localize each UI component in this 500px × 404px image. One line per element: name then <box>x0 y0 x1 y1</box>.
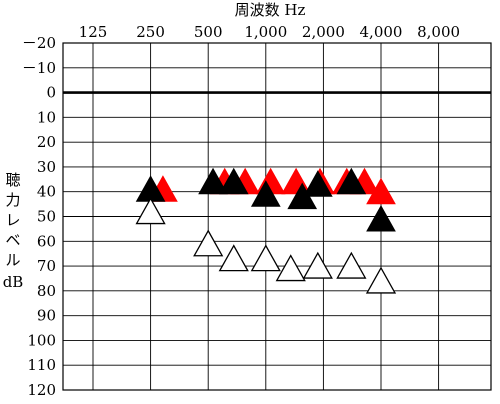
y-axis-title-char: レ <box>5 211 20 229</box>
series-2 <box>135 197 397 294</box>
y-axis-title-char: 聴 <box>5 171 20 189</box>
y-axis-title-char: ル <box>5 251 20 269</box>
y-tick-label: 90 <box>37 307 56 325</box>
x-tick-label: 500 <box>194 23 223 41</box>
y-tick-label: 120 <box>27 381 56 399</box>
y-axis-title-char: 力 <box>5 191 20 209</box>
filled-triangle-point <box>250 180 281 207</box>
y-tick-label: 80 <box>37 282 56 300</box>
y-axis-title-char: dB <box>3 273 24 291</box>
x-tick-label: 8,000 <box>417 23 460 41</box>
y-tick-label: 110 <box>27 356 56 374</box>
x-tick-labels: 125 250 500 1,000 2,000 4,000 8,000 <box>79 23 460 41</box>
y-tick-label: 0 <box>46 84 56 102</box>
y-tick-labels: －20 －10 0 10 20 30 40 50 60 70 80 90 100 110 120 <box>22 34 56 399</box>
x-tick-label: 1,000 <box>244 23 287 41</box>
filled-triangle-point <box>366 204 396 232</box>
open-triangle-point <box>250 244 281 272</box>
y-tick-label: 40 <box>37 183 56 201</box>
filled-triangle-point <box>366 177 396 205</box>
y-tick-label: 50 <box>37 208 56 226</box>
grid <box>62 42 492 391</box>
filled-triangle-point <box>302 170 333 197</box>
y-tick-label: 30 <box>37 158 56 176</box>
y-tick-label: 60 <box>37 232 56 250</box>
x-axis-title: 周波数 Hz <box>235 1 306 19</box>
x-tick-label: 250 <box>136 23 165 41</box>
y-axis-title-char: ベ <box>5 231 20 249</box>
data-marks <box>135 167 397 294</box>
y-tick-label: －10 <box>22 59 56 77</box>
open-triangle-point <box>193 229 224 257</box>
open-triangle-point <box>275 254 306 282</box>
open-triangle-point <box>302 251 333 279</box>
x-tick-label: 2,000 <box>302 23 345 41</box>
x-tick-label: 125 <box>79 23 108 41</box>
open-triangle-point <box>336 251 367 279</box>
open-triangle-point <box>365 266 397 294</box>
filled-triangle-point <box>336 167 367 195</box>
series-1 <box>135 167 396 232</box>
x-tick-label: 4,000 <box>360 23 403 41</box>
y-tick-label: 70 <box>37 257 56 275</box>
y-tick-label: －20 <box>22 34 56 52</box>
open-triangle-point <box>218 244 249 272</box>
y-tick-label: 10 <box>37 108 56 126</box>
filled-triangle-point <box>218 167 249 195</box>
y-tick-label: 100 <box>27 331 56 349</box>
y-tick-label: 20 <box>37 133 56 151</box>
filled-triangle-point <box>198 167 228 195</box>
open-triangle-point <box>135 197 166 225</box>
